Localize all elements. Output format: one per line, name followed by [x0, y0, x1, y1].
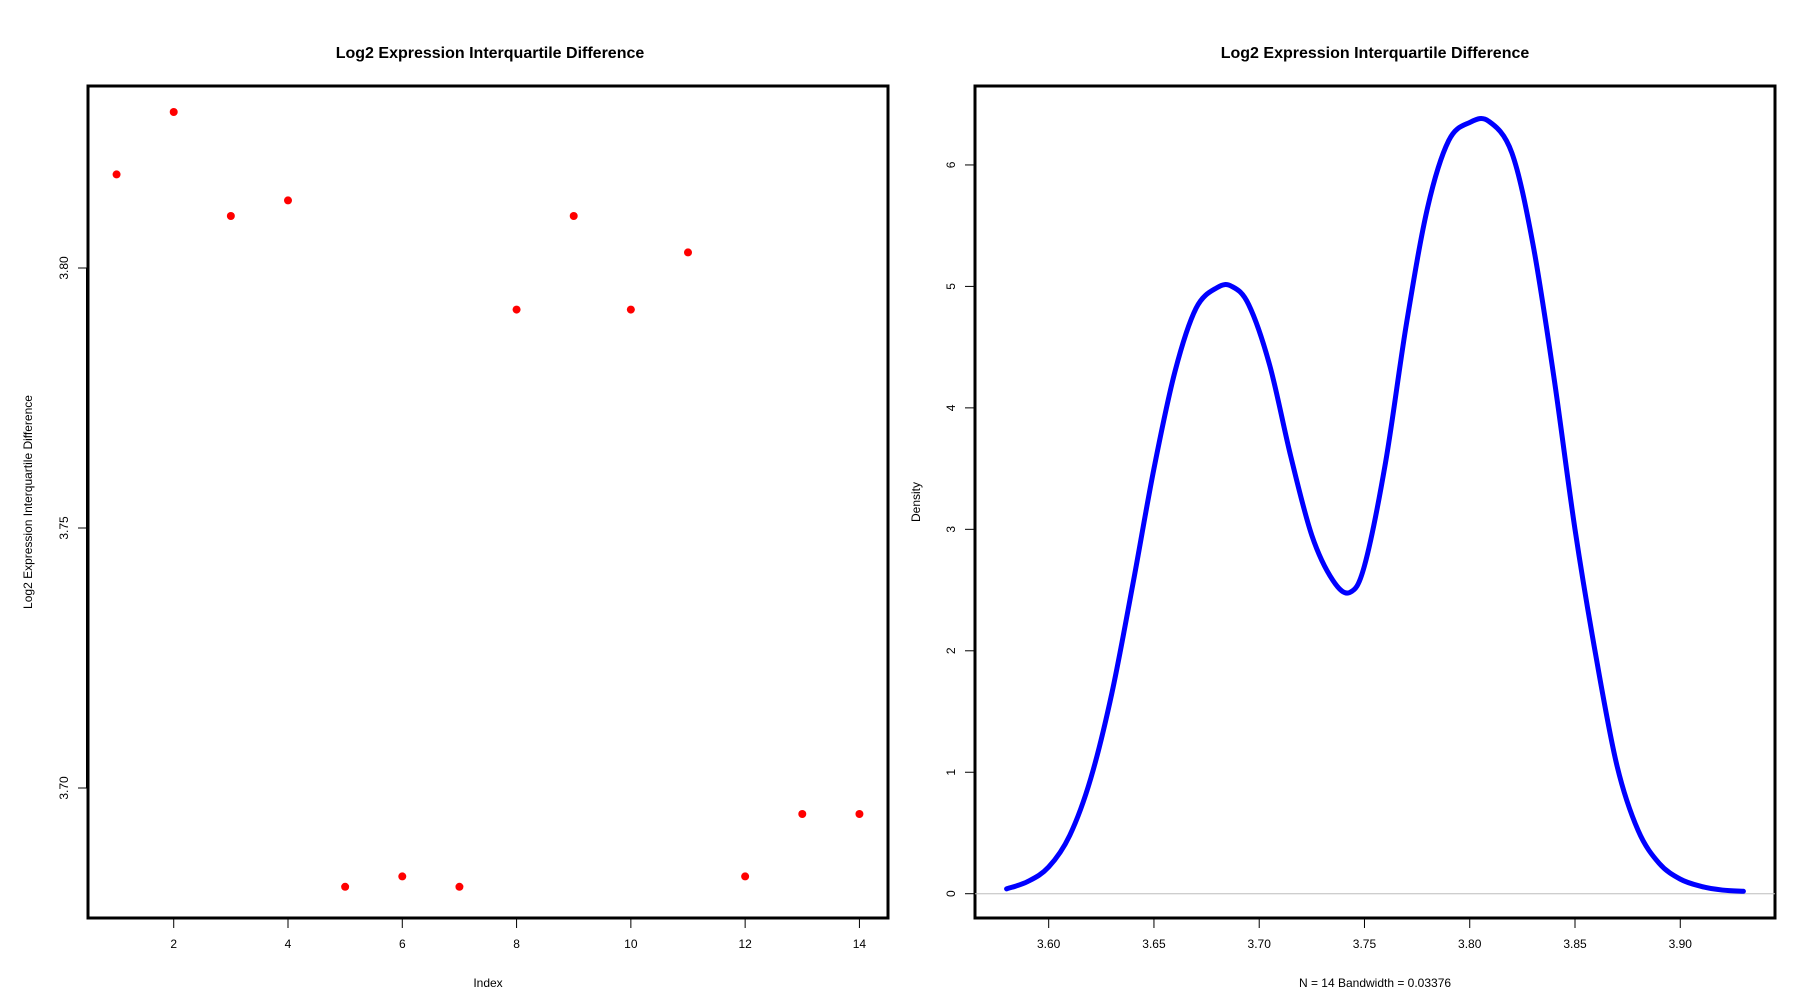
density-y-tick-label: 4	[944, 404, 958, 411]
scatter-point	[398, 872, 407, 881]
scatter-point	[284, 196, 292, 205]
scatter-panel: Log2 Expression Interquartile Difference…	[21, 45, 890, 990]
density-x-axis-label: N = 14 Bandwidth = 0.03376	[1299, 976, 1451, 990]
scatter-title: Log2 Expression Interquartile Difference	[336, 45, 645, 62]
density-x-tick-label: 3.65	[1142, 937, 1166, 951]
density-y-axis: 0 1 2 3 4 5 6	[944, 161, 975, 897]
density-x-tick-label: 3.80	[1458, 937, 1482, 951]
scatter-x-tick-label: 6	[399, 937, 406, 951]
scatter-point	[741, 872, 750, 881]
scatter-point	[512, 305, 521, 314]
density-y-axis-label: Density	[909, 482, 923, 522]
scatter-points	[112, 108, 864, 891]
scatter-x-tick-label: 14	[853, 937, 867, 951]
density-curve-line	[1004, 116, 1746, 894]
density-x-tick-label: 3.90	[1669, 937, 1693, 951]
scatter-point	[112, 170, 121, 179]
density-y-tick-label: 2	[944, 647, 958, 654]
density-y-tick-label: 3	[944, 526, 958, 533]
density-y-tick-label: 1	[944, 769, 958, 776]
scatter-point	[226, 212, 235, 220]
scatter-point	[169, 108, 178, 116]
scatter-x-tick-label: 12	[738, 937, 752, 951]
scatter-point	[798, 810, 807, 818]
density-x-axis: 3.60 3.65 3.70 3.75 3.80 3.85 3.90	[1037, 918, 1692, 951]
scatter-x-axis-label: Index	[473, 976, 502, 990]
density-x-tick-label: 3.85	[1563, 937, 1587, 951]
scatter-point	[569, 212, 578, 220]
density-y-tick-label: 6	[944, 161, 958, 168]
density-x-tick-label: 3.75	[1353, 937, 1377, 951]
scatter-x-tick-label: 10	[624, 937, 638, 951]
scatter-point	[684, 248, 692, 257]
scatter-x-axis: 2 4 6 8 10 12 14	[170, 918, 866, 951]
density-plot-frame	[973, 84, 1777, 920]
scatter-point	[341, 882, 350, 891]
scatter-y-tick-label: 3.70	[57, 776, 71, 800]
scatter-x-tick-label: 2	[170, 937, 177, 951]
density-x-tick-label: 3.60	[1037, 937, 1061, 951]
scatter-point	[455, 882, 464, 891]
scatter-y-tick-label: 3.75	[57, 516, 71, 540]
density-panel: Log2 Expression Interquartile Difference…	[909, 45, 1777, 990]
scatter-y-axis: 3.70 3.75 3.80	[57, 256, 88, 800]
density-x-tick-label: 3.70	[1248, 937, 1272, 951]
scatter-x-tick-label: 8	[513, 937, 520, 951]
scatter-x-tick-label: 4	[285, 937, 292, 951]
scatter-point	[855, 810, 864, 818]
scatter-y-axis-label: Log2 Expression Interquartile Difference	[21, 395, 35, 609]
density-y-tick-label: 5	[944, 283, 958, 290]
density-title: Log2 Expression Interquartile Difference	[1221, 45, 1530, 62]
scatter-point	[626, 305, 635, 314]
density-y-tick-label: 0	[944, 890, 958, 897]
scatter-plot-frame	[86, 84, 890, 920]
scatter-y-tick-label: 3.80	[57, 256, 71, 280]
